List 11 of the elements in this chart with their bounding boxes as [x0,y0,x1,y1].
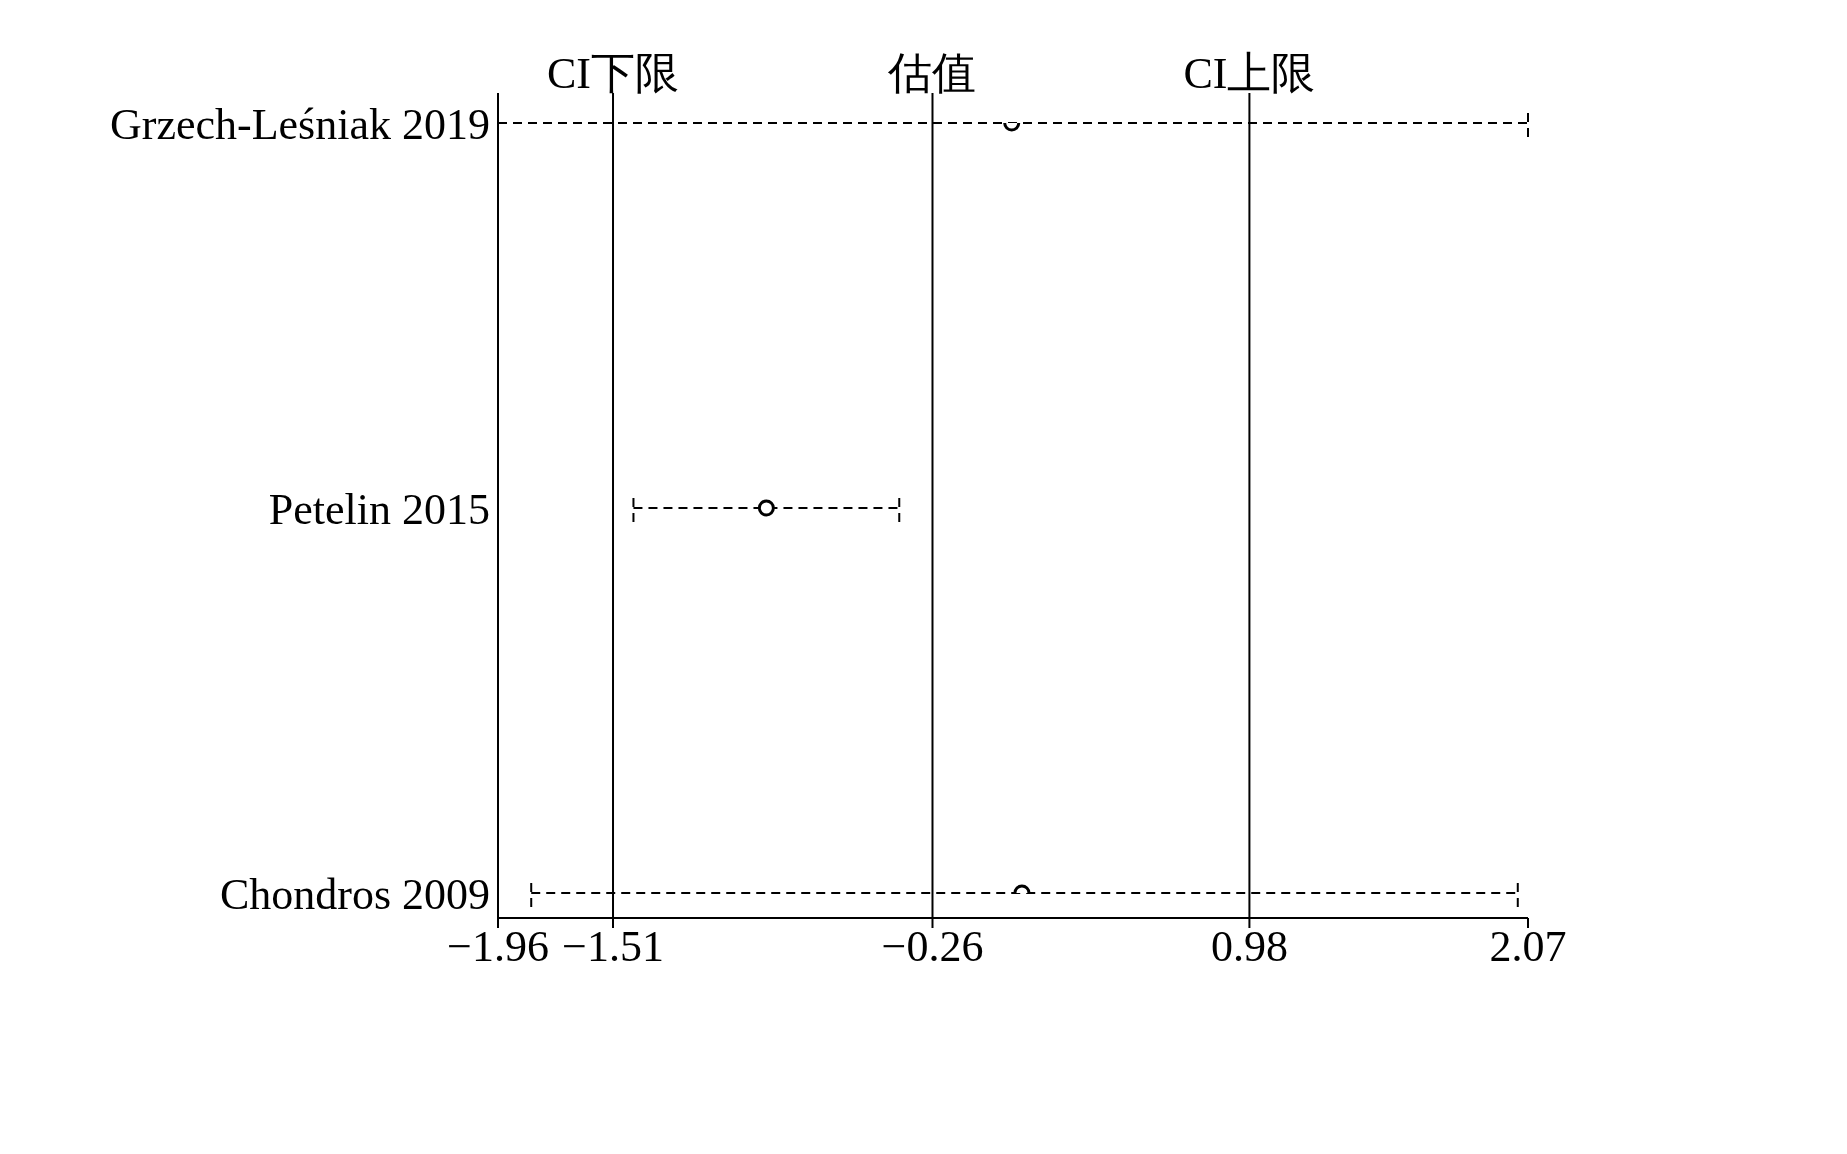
x-tick-label: −1.51 [562,922,664,972]
x-tick-label: −1.96 [447,922,549,972]
ref-line-label: CI上限 [1183,49,1316,98]
y-tick-label: Petelin 2015 [268,484,490,534]
x-tick-label: 0.98 [1210,922,1288,972]
ref-line-label: CI下限 [547,49,680,98]
ref-line-label: 估值 [887,49,977,98]
y-tick-label: Chondros 2009 [219,869,490,919]
x-tick-label: −0.26 [881,922,984,972]
y-tick-label: Grzech-Leśniak 2019 [110,99,490,149]
x-tick-label: 2.07 [1489,922,1567,972]
